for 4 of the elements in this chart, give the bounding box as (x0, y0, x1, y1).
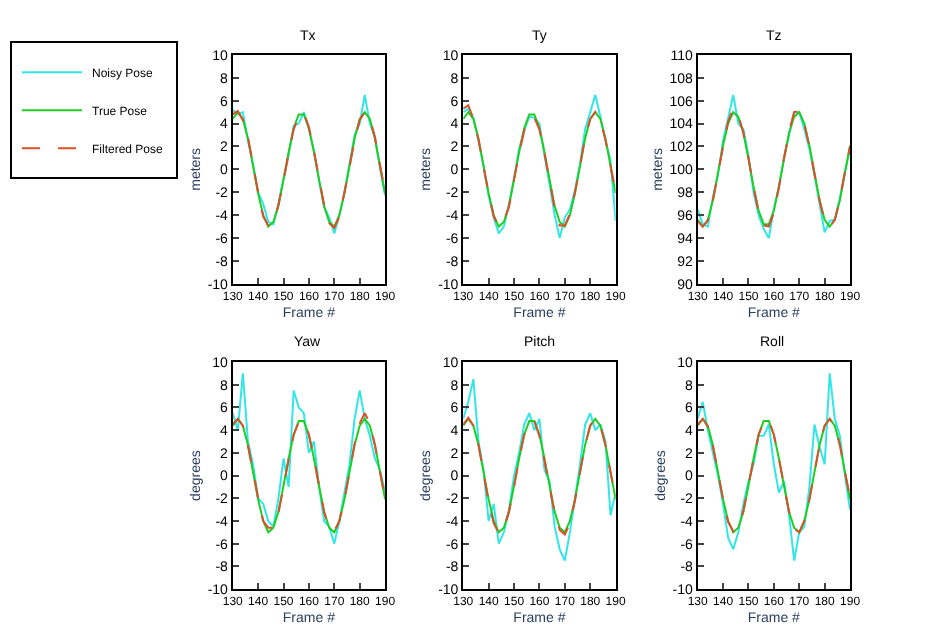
line-series (463, 93, 616, 240)
line-series (463, 378, 616, 562)
line-series (697, 372, 851, 562)
line-series (232, 372, 386, 545)
